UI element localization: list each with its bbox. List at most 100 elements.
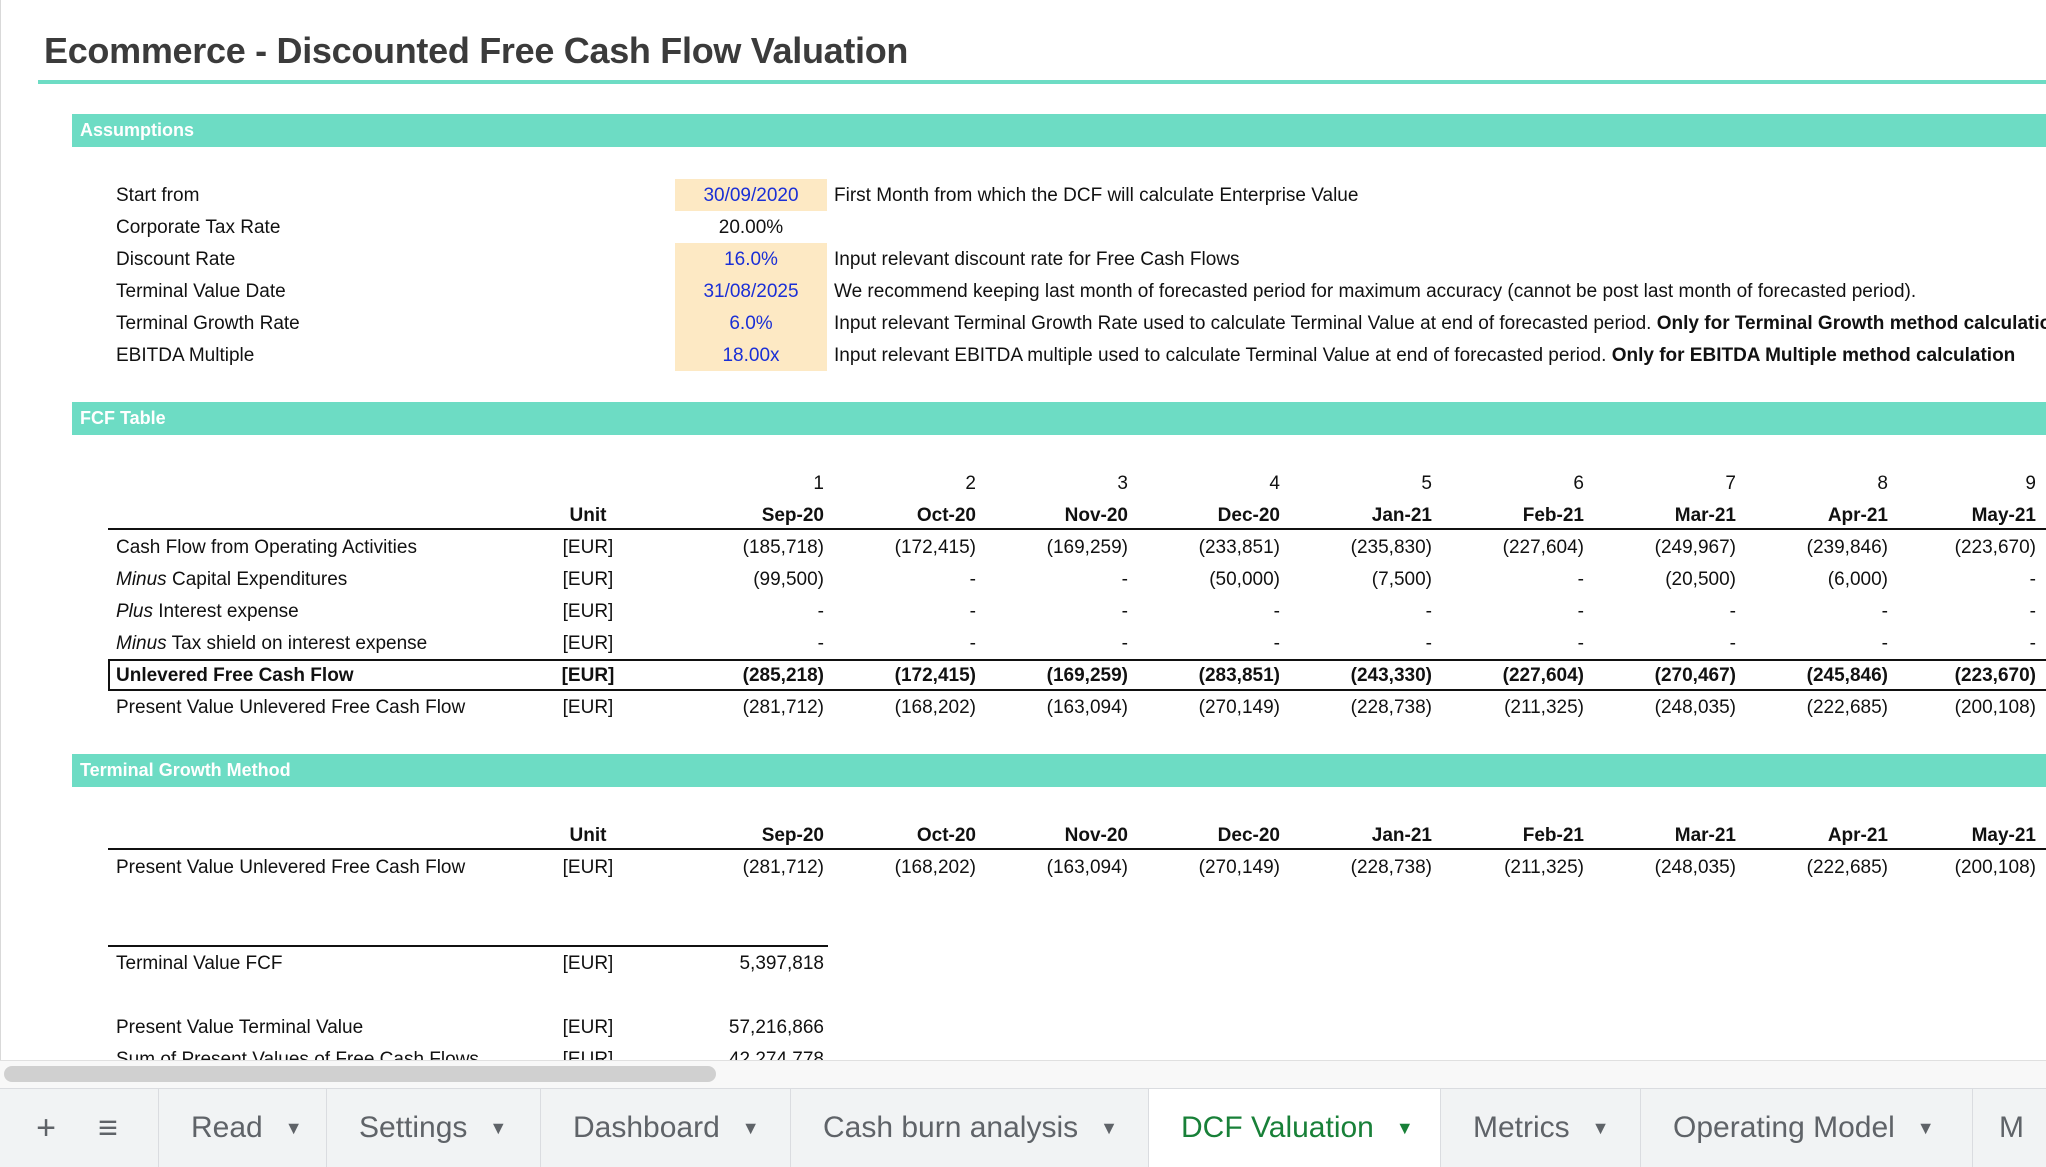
table-cell[interactable]: (185,718) <box>742 537 824 558</box>
table-cell[interactable]: (223,670) <box>1954 537 2036 558</box>
input-cell-ebitda-multiple[interactable] <box>675 339 827 371</box>
table-cell[interactable]: (281,712) <box>742 857 824 878</box>
chevron-down-icon[interactable]: ▼ <box>1395 1117 1414 1138</box>
tab-operating-model[interactable]: Operating Model ▼ <box>1640 1089 1972 1167</box>
table-cell[interactable]: - <box>1121 633 1128 654</box>
table-cell[interactable]: (163,094) <box>1046 857 1128 878</box>
table-cell[interactable]: (285,218) <box>742 665 824 686</box>
table-cell[interactable]: (222,685) <box>1806 697 1888 718</box>
table-cell[interactable]: (7,500) <box>1371 569 1432 590</box>
tab-settings[interactable]: Settings ▼ <box>326 1089 540 1167</box>
table-cell[interactable]: (172,415) <box>894 537 976 558</box>
table-cell[interactable]: - <box>969 569 976 590</box>
table-cell[interactable]: (200,108) <box>1954 857 2036 878</box>
table-cell[interactable]: (168,202) <box>894 857 976 878</box>
table-cell[interactable]: - <box>1121 569 1128 590</box>
chevron-down-icon[interactable]: ▼ <box>284 1117 303 1138</box>
table-cell[interactable]: (200,108) <box>1954 697 2036 718</box>
table-cell[interactable]: (211,325) <box>1504 857 1584 878</box>
table-cell[interactable]: (270,467) <box>1654 665 1736 686</box>
table-cell[interactable]: (243,330) <box>1350 665 1432 686</box>
assumption-value[interactable]: 20.00% <box>718 217 784 238</box>
table-cell[interactable]: (281,712) <box>742 697 824 718</box>
table-cell[interactable]: (227,604) <box>1502 537 1584 558</box>
table-cell[interactable]: (248,035) <box>1654 857 1736 878</box>
tab-metrics[interactable]: Metrics ▼ <box>1440 1089 1640 1167</box>
table-cell[interactable]: - <box>1881 633 1888 654</box>
table-cell[interactable]: (20,500) <box>1665 569 1736 590</box>
table-cell[interactable]: - <box>2029 569 2036 590</box>
table-cell[interactable]: (270,149) <box>1198 697 1280 718</box>
chevron-down-icon[interactable]: ▼ <box>1916 1117 1935 1138</box>
table-cell[interactable]: - <box>1425 633 1432 654</box>
sheet-tab-bar: + ≡ Read ▼ Settings ▼ Dashboard ▼ Cash burn… <box>0 1088 2046 1167</box>
table-cell[interactable]: - <box>1577 569 1584 590</box>
month-header: Dec-20 <box>1217 505 1280 526</box>
table-cell[interactable]: (228,738) <box>1350 697 1432 718</box>
section-header-label: FCF Table <box>80 408 166 428</box>
table-cell[interactable]: - <box>1273 633 1280 654</box>
horizontal-scrollbar-thumb[interactable] <box>4 1066 716 1082</box>
spreadsheet-grid[interactable]: Ecommerce - Discounted Free Cash Flow Va… <box>0 0 2046 1066</box>
table-cell[interactable]: 5,397,818 <box>739 953 824 974</box>
table-cell[interactable]: (233,851) <box>1198 537 1280 558</box>
chevron-down-icon[interactable]: ▼ <box>1100 1117 1118 1138</box>
table-cell[interactable]: (223,670) <box>1954 665 2036 686</box>
table-cell[interactable]: (211,325) <box>1504 697 1584 718</box>
tab-dcf-valuation[interactable]: DCF Valuation ▼ <box>1148 1089 1440 1167</box>
table-cell[interactable]: (227,604) <box>1502 665 1584 686</box>
table-cell[interactable]: (239,846) <box>1806 537 1888 558</box>
chevron-down-icon[interactable]: ▼ <box>741 1117 760 1138</box>
input-cell-terminal-growth[interactable] <box>675 307 827 339</box>
assumption-value[interactable]: 31/08/2025 <box>703 281 799 302</box>
table-cell[interactable]: (235,830) <box>1350 537 1432 558</box>
table-cell[interactable]: (228,738) <box>1350 857 1432 878</box>
table-cell[interactable]: (168,202) <box>894 697 976 718</box>
tab-truncated[interactable]: M <box>1972 1089 2046 1167</box>
table-cell[interactable]: (249,967) <box>1654 537 1736 558</box>
assumption-value[interactable]: 30/09/2020 <box>703 185 799 206</box>
table-cell[interactable]: - <box>1729 633 1736 654</box>
table-cell[interactable]: - <box>2029 601 2036 622</box>
table-cell[interactable]: (163,094) <box>1046 697 1128 718</box>
input-cell-terminal-date[interactable] <box>675 275 827 307</box>
chevron-down-icon[interactable]: ▼ <box>489 1117 508 1138</box>
table-cell[interactable]: (172,415) <box>894 665 976 686</box>
table-cell[interactable]: - <box>969 601 976 622</box>
assumption-value[interactable]: 16.0% <box>724 249 778 270</box>
table-cell[interactable]: - <box>1881 601 1888 622</box>
table-cell[interactable]: - <box>1121 601 1128 622</box>
unit-header: Unit <box>569 505 607 526</box>
table-cell[interactable]: - <box>1729 601 1736 622</box>
table-cell[interactable]: - <box>969 633 976 654</box>
table-cell[interactable]: (50,000) <box>1209 569 1280 590</box>
assumption-value[interactable]: 6.0% <box>729 313 773 334</box>
table-cell[interactable]: (99,500) <box>753 569 824 590</box>
table-cell[interactable]: (245,846) <box>1806 665 1888 686</box>
add-sheet-icon[interactable]: + <box>36 1108 56 1147</box>
input-cell-discount-rate[interactable] <box>675 243 827 275</box>
table-cell[interactable]: (169,259) <box>1046 665 1128 686</box>
table-cell[interactable]: (6,000) <box>1827 569 1888 590</box>
table-cell[interactable]: - <box>1577 601 1584 622</box>
table-cell[interactable]: - <box>2029 633 2036 654</box>
table-cell[interactable]: - <box>817 601 824 622</box>
tab-dashboard[interactable]: Dashboard ▼ <box>540 1089 790 1167</box>
table-cell[interactable]: (169,259) <box>1046 537 1128 558</box>
chevron-down-icon[interactable]: ▼ <box>1591 1117 1610 1138</box>
input-cell-start-date[interactable] <box>675 179 827 211</box>
table-cell[interactable]: - <box>817 633 824 654</box>
table-cell[interactable]: (248,035) <box>1654 697 1736 718</box>
all-sheets-menu-icon[interactable]: ≡ <box>98 1108 118 1147</box>
table-cell[interactable]: (283,851) <box>1198 665 1280 686</box>
month-header: Jan-21 <box>1371 505 1432 526</box>
tab-cash-burn-analysis[interactable]: Cash burn analysis ▼ <box>790 1089 1148 1167</box>
table-cell[interactable]: 57,216,866 <box>728 1017 824 1038</box>
table-cell[interactable]: (222,685) <box>1806 857 1888 878</box>
tab-read[interactable]: Read ▼ <box>158 1089 326 1167</box>
table-cell[interactable]: - <box>1577 633 1584 654</box>
assumption-value[interactable]: 18.00x <box>722 345 780 366</box>
table-cell[interactable]: (270,149) <box>1198 857 1280 878</box>
table-cell[interactable]: - <box>1273 601 1280 622</box>
table-cell[interactable]: - <box>1425 601 1432 622</box>
